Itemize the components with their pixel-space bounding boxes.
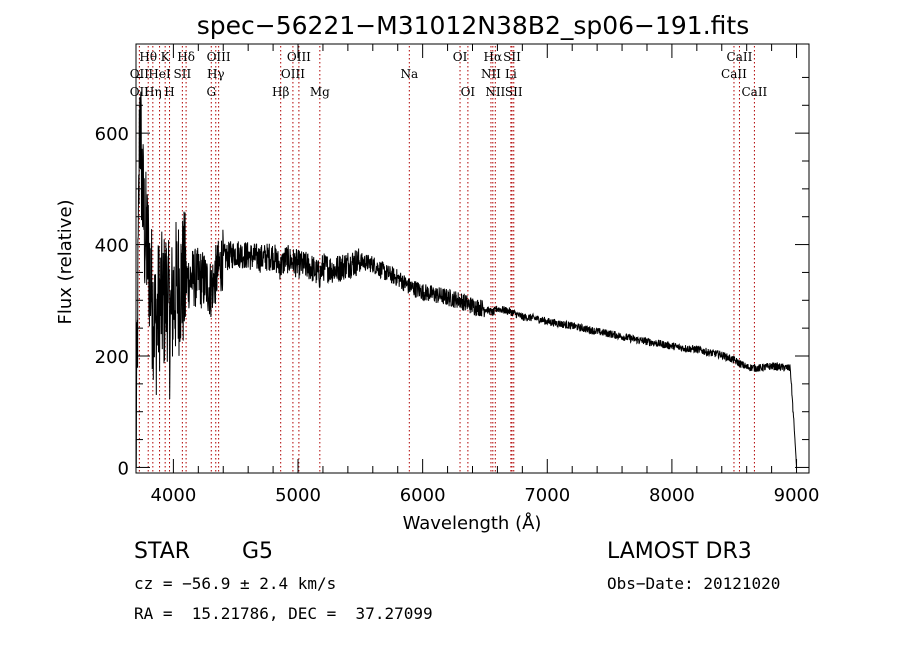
line-label: OII [130,67,150,81]
line-label: NII [485,85,505,99]
line-label: OI [453,50,468,64]
line-label: CaII [727,50,753,64]
line-label: CaII [741,85,767,99]
line-label: Hθ [139,50,157,64]
line-label: K [161,50,171,64]
axis-tick-labels: 4000 5000 6000 7000 8000 9000 0 200 400 600 [95,124,820,506]
line-label: OII [130,85,150,99]
y-tick-label: 600 [95,124,129,145]
line-label: SII [503,50,521,64]
line-label: OI [461,85,476,99]
y-tick-label: 200 [95,347,129,368]
line-label: OIII [287,50,311,64]
line-label: Hη [144,85,162,99]
x-tick-label: 5000 [275,485,321,506]
line-label: Mg [310,85,330,99]
x-tick-label: 4000 [150,485,196,506]
line-label: Na [400,67,418,81]
object-subclass: G5 [242,539,274,564]
line-label: SII [505,85,523,99]
chart-title: spec−56221−M31012N38B2_sp06−191.fits [197,11,750,40]
object-class: STAR [134,539,191,564]
coordinates: RA = 15.21786, DEC = 37.27099 [134,604,433,623]
line-label: Hδ [177,50,195,64]
x-tick-label: 7000 [524,485,570,506]
axis-ticks [136,44,809,473]
line-label: Hα [484,50,503,64]
x-axis-label: Wavelength (Å) [403,512,542,534]
line-label: H [164,85,174,99]
y-tick-label: 0 [118,458,129,479]
line-label: OIII [281,67,305,81]
y-axis-label: Flux (relative) [55,199,76,324]
line-label: Hγ [207,67,225,81]
line-label: HeI [148,67,171,81]
line-label: SII [174,67,192,81]
line-label: CaII [721,67,747,81]
observation-date: Obs−Date: 20121020 [607,574,781,593]
line-label: Hβ [272,85,289,99]
x-tick-label: 8000 [649,485,695,506]
y-tick-label: 400 [95,236,129,257]
x-tick-label: 6000 [400,485,446,506]
redshift-value: cz = −56.9 ± 2.4 km/s [134,574,337,593]
x-tick-label: 9000 [774,485,820,506]
line-label: G [206,85,216,99]
spectrum-line [135,91,797,468]
line-label: OIII [207,50,231,64]
line-label: Li [505,67,517,81]
survey-name: LAMOST DR3 [607,539,752,564]
line-label: NII [481,67,501,81]
